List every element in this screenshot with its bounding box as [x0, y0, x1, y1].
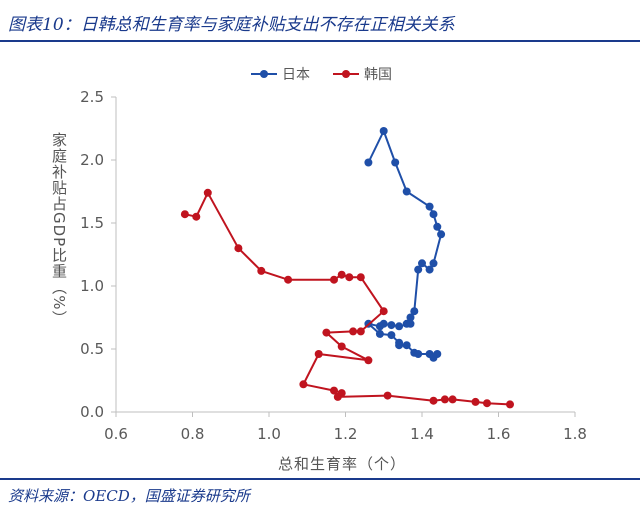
legend-item: 韩国 — [333, 67, 392, 83]
axes-layer — [111, 96, 576, 417]
x-tick-label: 0.8 — [181, 425, 205, 443]
data-point — [433, 222, 442, 231]
data-point — [379, 307, 388, 316]
data-point — [330, 386, 338, 395]
x-tick-label: 1.2 — [334, 425, 358, 443]
data-point — [471, 397, 480, 406]
data-point — [418, 259, 426, 268]
data-point — [406, 319, 415, 328]
y-axis-title: 家庭补贴占GDP比重（%） — [50, 132, 68, 327]
series-line — [184, 191, 511, 406]
data-point — [437, 230, 446, 239]
series-layer — [180, 127, 514, 409]
x-tick-label: 1.4 — [410, 425, 434, 443]
data-point — [330, 275, 338, 284]
scatter-chart: 0.00.51.01.52.02.50.6 0.8 1.0 1.2 1.4 1.6 1.8 … — [80, 67, 587, 443]
data-point — [414, 265, 423, 274]
data-point — [383, 391, 392, 400]
data-point — [440, 395, 449, 404]
data-point — [337, 270, 346, 279]
x-tick-label: 1.6 — [487, 425, 511, 443]
y-tick-label: 0.0 — [80, 403, 104, 421]
data-point — [364, 356, 373, 365]
data-point — [257, 266, 266, 275]
data-point — [337, 342, 346, 351]
data-point — [414, 350, 423, 358]
data-point — [234, 244, 243, 253]
series-japan — [364, 127, 446, 362]
series-korea — [180, 188, 514, 409]
data-point — [299, 380, 308, 389]
y-tick-label: 2.0 — [80, 151, 104, 169]
data-point — [356, 273, 365, 282]
header-rule — [0, 40, 640, 42]
tick-labels: 0.0 0.5 1.0 1.5 2.0 2.5 0.6 0.8 1.0 1.2 1.4 1.6 1.8 — [80, 88, 587, 443]
legend-swatch-marker — [260, 70, 268, 78]
footer-rule — [0, 478, 640, 480]
figure-header: 图表10：日韩总和生育率与家庭补贴支出不存在正相关关系 — [0, 0, 640, 44]
x-tick-label: 0.6 — [104, 425, 128, 443]
data-point — [180, 210, 189, 219]
data-point — [375, 329, 384, 338]
legend-label: 韩国 — [364, 67, 392, 83]
data-point — [425, 202, 434, 211]
data-point — [506, 400, 514, 409]
legend-swatch-marker — [342, 70, 350, 78]
data-point — [349, 327, 358, 336]
data-point — [333, 392, 342, 401]
y-tick-label: 1.5 — [80, 214, 104, 232]
legend-label: 日本 — [282, 67, 310, 83]
data-point — [356, 327, 365, 336]
data-point — [402, 187, 411, 196]
figure-title: 图表10：日韩总和生育率与家庭补贴支出不存在正相关关系 — [8, 15, 455, 35]
data-point — [387, 331, 396, 340]
data-point — [448, 395, 457, 404]
data-point — [375, 322, 384, 331]
data-point — [433, 350, 442, 358]
data-point — [429, 210, 438, 219]
legend-item: 日本 — [251, 67, 310, 83]
y-tick-label: 2.5 — [80, 88, 104, 106]
data-point — [429, 259, 438, 268]
data-point — [402, 341, 411, 350]
data-point — [429, 396, 438, 405]
data-point — [395, 341, 404, 350]
data-point — [391, 158, 400, 167]
y-tick-label: 0.5 — [80, 340, 104, 358]
legend: 日本 韩国 — [251, 67, 392, 83]
x-tick-label: 1.8 — [563, 425, 587, 443]
data-point — [379, 127, 388, 135]
data-point — [406, 313, 415, 322]
data-point — [203, 188, 212, 197]
data-point — [284, 275, 293, 284]
data-point — [364, 158, 373, 167]
data-point — [387, 321, 396, 330]
data-point — [395, 322, 404, 331]
x-tick-label: 1.0 — [257, 425, 281, 443]
data-point — [345, 273, 354, 282]
data-point — [483, 399, 491, 408]
data-point — [425, 265, 434, 274]
data-point — [322, 328, 331, 337]
data-point — [410, 307, 419, 316]
data-point — [314, 350, 323, 358]
x-axis-title: 总和生育率（个） — [277, 455, 406, 473]
data-point — [192, 212, 201, 221]
y-tick-label: 1.0 — [80, 277, 104, 295]
source-note: 资料来源：OECD，国盛证券研究所 — [8, 487, 250, 505]
